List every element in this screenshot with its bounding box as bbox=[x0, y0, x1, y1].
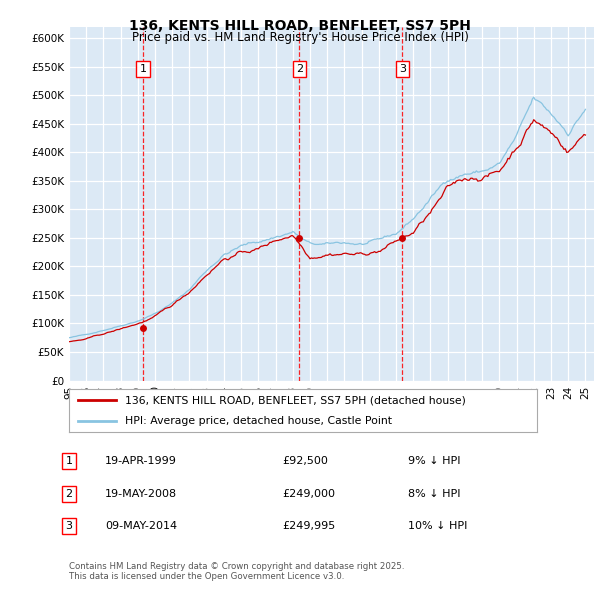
Text: £249,000: £249,000 bbox=[282, 489, 335, 499]
Text: 2: 2 bbox=[296, 64, 303, 74]
Text: 1: 1 bbox=[140, 64, 146, 74]
Text: 9% ↓ HPI: 9% ↓ HPI bbox=[408, 457, 461, 466]
Text: HPI: Average price, detached house, Castle Point: HPI: Average price, detached house, Cast… bbox=[125, 416, 392, 426]
Text: 3: 3 bbox=[399, 64, 406, 74]
Text: Contains HM Land Registry data © Crown copyright and database right 2025.
This d: Contains HM Land Registry data © Crown c… bbox=[69, 562, 404, 581]
Text: 136, KENTS HILL ROAD, BENFLEET, SS7 5PH (detached house): 136, KENTS HILL ROAD, BENFLEET, SS7 5PH … bbox=[125, 395, 466, 405]
Text: 10% ↓ HPI: 10% ↓ HPI bbox=[408, 522, 467, 531]
Text: 09-MAY-2014: 09-MAY-2014 bbox=[105, 522, 177, 531]
Text: 8% ↓ HPI: 8% ↓ HPI bbox=[408, 489, 461, 499]
Text: 2: 2 bbox=[65, 489, 73, 499]
Text: Price paid vs. HM Land Registry's House Price Index (HPI): Price paid vs. HM Land Registry's House … bbox=[131, 31, 469, 44]
Text: 3: 3 bbox=[65, 522, 73, 531]
Text: 19-APR-1999: 19-APR-1999 bbox=[105, 457, 177, 466]
Text: 136, KENTS HILL ROAD, BENFLEET, SS7 5PH: 136, KENTS HILL ROAD, BENFLEET, SS7 5PH bbox=[129, 19, 471, 33]
Text: £92,500: £92,500 bbox=[282, 457, 328, 466]
Text: £249,995: £249,995 bbox=[282, 522, 335, 531]
Text: 1: 1 bbox=[65, 457, 73, 466]
Text: 19-MAY-2008: 19-MAY-2008 bbox=[105, 489, 177, 499]
